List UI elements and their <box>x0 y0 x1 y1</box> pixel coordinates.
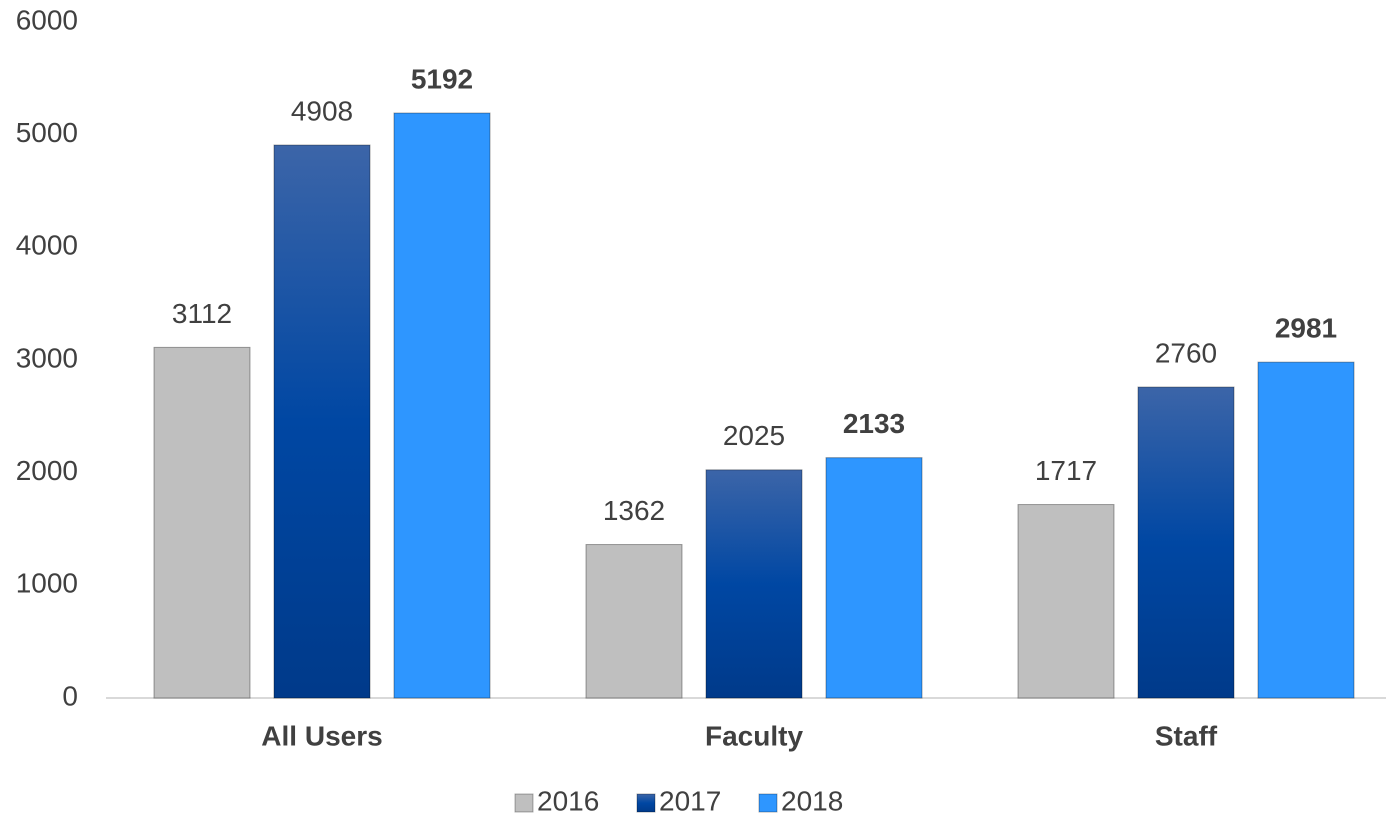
data-label: 2981 <box>1275 313 1337 344</box>
legend-label: 2017 <box>659 785 721 816</box>
bar <box>273 144 371 699</box>
data-label: 1717 <box>1035 455 1097 486</box>
y-tick-label: 1000 <box>16 568 78 599</box>
y-tick-label: 0 <box>62 680 78 711</box>
bar <box>705 469 803 699</box>
bar <box>393 112 491 699</box>
y-tick-label: 4000 <box>16 230 78 261</box>
data-label: 2760 <box>1155 337 1217 368</box>
bar <box>585 544 683 699</box>
bar <box>1257 361 1355 699</box>
y-tick-label: 5000 <box>16 117 78 148</box>
bar <box>1017 504 1115 699</box>
bar <box>825 457 923 699</box>
x-tick-label: Staff <box>1155 720 1218 751</box>
x-tick-label: Faculty <box>705 720 803 751</box>
y-tick-label: 6000 <box>16 4 78 35</box>
y-tick-label: 3000 <box>16 342 78 373</box>
x-tick-label: All Users <box>261 720 382 751</box>
data-label: 1362 <box>603 495 665 526</box>
legend-label: 2018 <box>781 785 843 816</box>
legend-swatch <box>758 793 778 813</box>
y-tick-label: 2000 <box>16 455 78 486</box>
data-label: 3112 <box>172 298 232 329</box>
legend-swatch <box>636 793 656 813</box>
data-label: 5192 <box>411 63 473 94</box>
legend-swatch <box>514 793 534 813</box>
bar <box>153 346 251 699</box>
data-label: 2025 <box>723 420 785 451</box>
bar <box>1137 386 1235 699</box>
data-label: 2133 <box>843 408 905 439</box>
legend-label: 2016 <box>537 785 599 816</box>
data-label: 4908 <box>291 95 353 126</box>
